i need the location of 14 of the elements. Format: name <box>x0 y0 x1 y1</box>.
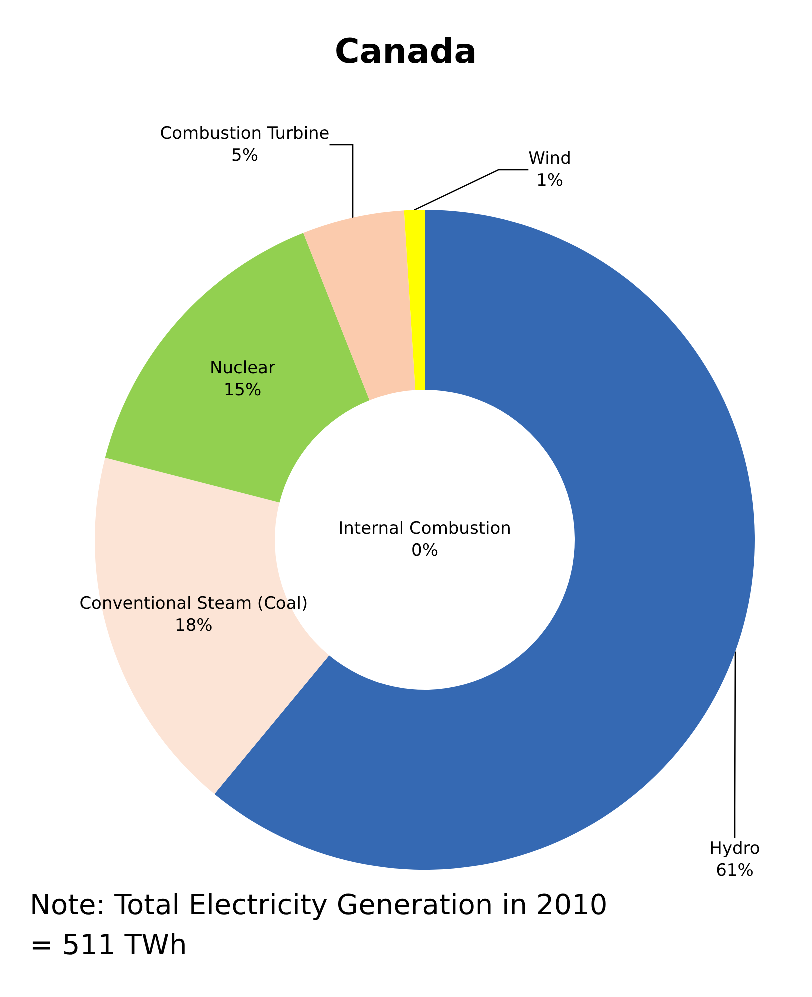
data-label: 61% <box>716 861 754 881</box>
data-label: 18% <box>174 616 213 636</box>
chart-title: Canada <box>334 32 478 72</box>
text: Note: Total Electricity Generation in 2010 = 511 TWh <box>30 888 617 962</box>
text: 0% <box>412 541 438 561</box>
slice-label: Hydro <box>710 839 760 859</box>
slice-label: Combustion Turbine <box>160 124 330 144</box>
data-label: 15% <box>224 380 262 400</box>
data-label: 5% <box>232 146 258 166</box>
data-label: 1% <box>536 171 564 191</box>
category-label: Internal Combustion <box>338 519 512 539</box>
slice-label: Wind <box>528 149 572 169</box>
slice-label: Conventional Steam (Coal) <box>80 594 308 614</box>
slice-label: Nuclear <box>210 358 276 378</box>
